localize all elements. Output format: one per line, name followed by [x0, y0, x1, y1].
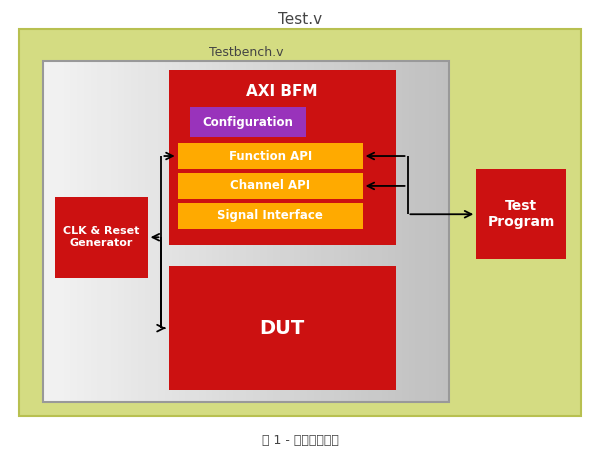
Bar — [64, 61, 71, 402]
Bar — [334, 61, 342, 402]
Bar — [429, 61, 437, 402]
Bar — [131, 61, 139, 402]
Bar — [124, 61, 133, 402]
Bar — [328, 61, 335, 402]
Bar — [415, 61, 424, 402]
Bar — [280, 61, 288, 402]
Bar — [145, 61, 152, 402]
Bar — [355, 61, 362, 402]
Bar — [138, 61, 146, 402]
Bar — [388, 61, 397, 402]
Bar — [293, 61, 302, 402]
Bar — [55, 197, 148, 277]
Bar — [239, 61, 247, 402]
Bar — [212, 61, 220, 402]
Bar — [266, 61, 275, 402]
Bar — [476, 169, 566, 259]
Bar — [199, 61, 207, 402]
Bar — [341, 61, 349, 402]
Bar — [190, 107, 306, 137]
Bar — [151, 61, 160, 402]
Bar — [77, 61, 85, 402]
Bar — [443, 61, 451, 402]
Bar — [395, 61, 403, 402]
Bar — [165, 61, 173, 402]
Bar — [307, 61, 315, 402]
Bar — [402, 61, 410, 402]
Text: Signal Interface: Signal Interface — [217, 209, 323, 222]
Bar — [219, 61, 227, 402]
Text: DUT: DUT — [259, 319, 305, 338]
Bar — [84, 61, 92, 402]
Bar — [118, 61, 125, 402]
Bar — [226, 61, 234, 402]
Bar — [361, 61, 369, 402]
Bar — [287, 61, 295, 402]
Bar — [192, 61, 200, 402]
Bar — [260, 61, 268, 402]
Bar — [321, 61, 329, 402]
Bar — [233, 61, 241, 402]
Bar — [436, 61, 444, 402]
Text: Configuration: Configuration — [202, 116, 293, 129]
Bar — [422, 61, 430, 402]
Bar — [178, 173, 363, 199]
Bar — [97, 61, 106, 402]
Bar — [169, 70, 395, 245]
Bar — [314, 61, 322, 402]
Bar — [43, 61, 51, 402]
Bar — [111, 61, 119, 402]
Bar — [246, 61, 254, 402]
Bar — [409, 61, 416, 402]
Bar — [50, 61, 58, 402]
Bar — [179, 61, 187, 402]
Bar — [57, 61, 65, 402]
Text: Test.v: Test.v — [278, 13, 322, 27]
Text: CLK & Reset
Generator: CLK & Reset Generator — [63, 226, 140, 248]
Bar — [178, 143, 363, 169]
Bar — [70, 61, 78, 402]
Text: Testbench.v: Testbench.v — [209, 45, 284, 58]
Bar — [253, 61, 261, 402]
Text: AXI BFM: AXI BFM — [247, 84, 318, 99]
Bar — [375, 61, 383, 402]
Bar — [206, 61, 214, 402]
Text: Function API: Function API — [229, 150, 312, 163]
Bar — [172, 61, 180, 402]
Bar — [348, 61, 356, 402]
Bar — [178, 202, 363, 229]
Bar — [301, 61, 308, 402]
Bar — [185, 61, 193, 402]
Bar — [19, 29, 581, 416]
Bar — [368, 61, 376, 402]
Bar — [104, 61, 112, 402]
Bar — [43, 61, 449, 402]
Text: Test
Program: Test Program — [487, 199, 554, 229]
Bar — [91, 61, 98, 402]
Text: 图 1 - 测试系统结构: 图 1 - 测试系统结构 — [262, 434, 338, 447]
Text: Channel API: Channel API — [230, 180, 310, 193]
Bar — [274, 61, 281, 402]
Bar — [382, 61, 389, 402]
Bar — [169, 266, 395, 390]
Bar — [158, 61, 166, 402]
